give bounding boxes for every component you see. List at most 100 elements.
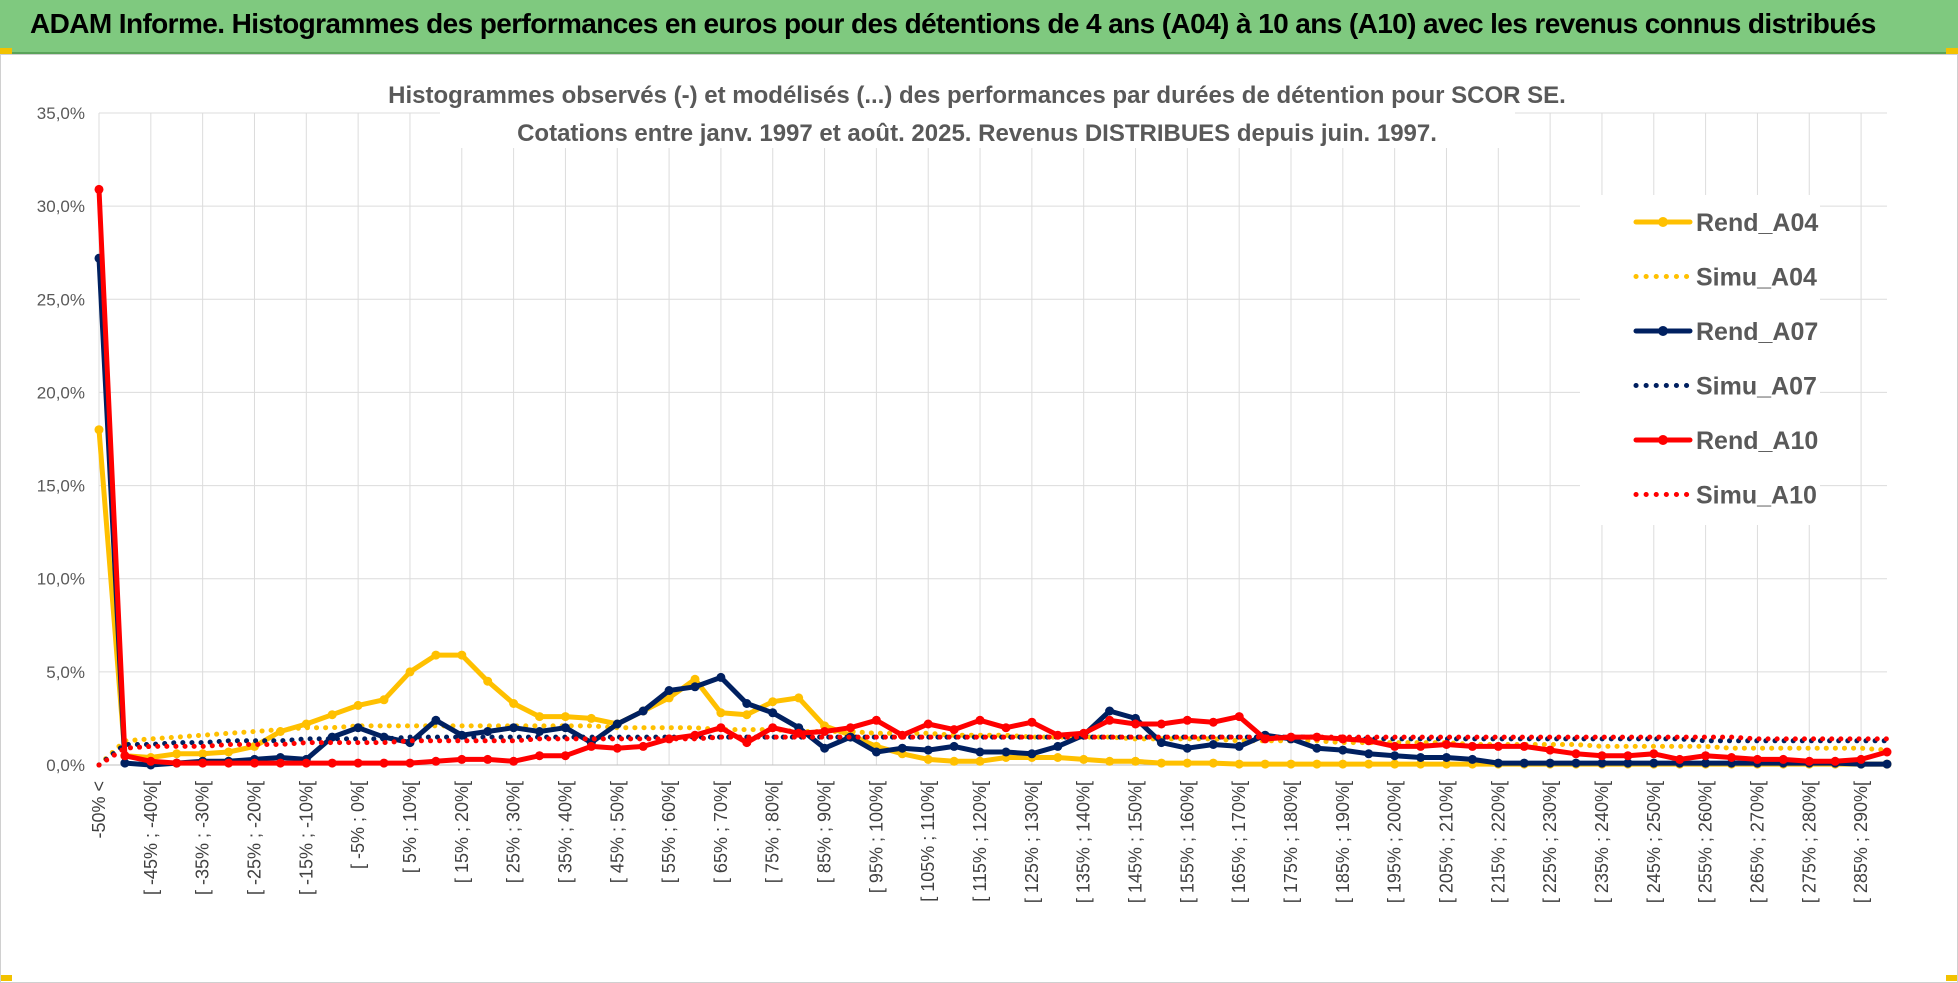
x-tick-label: [ 145% ; 150%[ (1126, 781, 1146, 903)
data-point (1338, 759, 1348, 769)
data-point (664, 693, 674, 703)
data-point (1105, 706, 1115, 716)
data-point (1286, 759, 1296, 769)
data-point (1727, 753, 1736, 762)
x-tick-label: [ 5% ; 10%[ (400, 781, 420, 873)
data-point (1208, 740, 1218, 749)
data-point (1804, 756, 1814, 766)
data-point (1260, 759, 1270, 769)
data-point (509, 756, 519, 766)
data-point (1234, 741, 1244, 751)
data-point (716, 708, 726, 718)
data-point (768, 708, 778, 718)
chart-legend: Rend_A04 Simu_A04 Rend_A07 Simu_A07 Rend_A10… (1580, 195, 1820, 525)
data-point (1675, 754, 1685, 764)
data-point (794, 693, 804, 703)
data-point (431, 715, 441, 725)
x-tick-label: [ 215% ; 220%[ (1488, 781, 1508, 903)
corner-accent-tr (1946, 48, 1958, 54)
data-point (586, 713, 596, 723)
x-tick-label: [ 245% ; 250%[ (1644, 781, 1664, 903)
series-line (96, 255, 1890, 768)
data-point (1312, 743, 1322, 753)
data-point (405, 758, 415, 768)
x-tick-label: [ -25% ; -20%[ (244, 781, 264, 895)
data-point (897, 743, 907, 753)
legend-item: Simu_A04 (1633, 264, 1817, 292)
x-tick-label: [ 255% ; 260%[ (1696, 781, 1716, 903)
data-point (1493, 758, 1503, 768)
data-point (923, 745, 933, 755)
data-point (1830, 756, 1840, 766)
data-point (1364, 749, 1374, 759)
data-point (1519, 741, 1529, 751)
data-point (509, 699, 519, 708)
data-point (742, 710, 752, 720)
data-point (1467, 741, 1477, 751)
data-point (94, 184, 104, 194)
y-tick-label: 0,0% (46, 756, 85, 775)
data-point (560, 723, 570, 733)
data-point (94, 425, 104, 435)
data-point (1623, 758, 1633, 768)
series-Simu_A10 (96, 734, 1890, 768)
legend-item: Simu_A10 (1633, 482, 1817, 510)
data-point (1105, 715, 1115, 725)
chart-title-group: Histogrammes observés (-) et modélisés (… (388, 76, 1566, 148)
data-point (820, 743, 830, 753)
data-point (846, 723, 855, 733)
data-point (638, 706, 648, 716)
x-tick-label: [ 275% ; 280%[ (1799, 781, 1819, 903)
x-tick-label: [ -5% ; 0%[ (348, 781, 368, 869)
data-point (1416, 753, 1426, 762)
x-tick-label: [ 15% ; 20%[ (452, 781, 472, 883)
data-point (1416, 759, 1426, 769)
data-point (1286, 732, 1296, 742)
data-point (1053, 741, 1063, 751)
x-tick-label: [ 185% ; 190%[ (1333, 781, 1353, 903)
data-point (275, 758, 285, 768)
data-point (535, 712, 544, 722)
chart-title-line-2: Cotations entre janv. 1997 et août. 2025… (517, 120, 1437, 147)
data-point (353, 723, 363, 733)
x-tick-label: [ 235% ; 240%[ (1592, 781, 1612, 903)
data-point (1442, 740, 1451, 749)
x-tick-label: [ 105% ; 110%[ (918, 781, 938, 902)
data-point (1597, 758, 1607, 768)
data-point (742, 699, 752, 708)
x-tick-label: [ -35% ; -30%[ (193, 781, 213, 895)
data-point (975, 756, 985, 766)
x-tick-label: [ 225% ; 230%[ (1540, 781, 1560, 903)
x-tick-label: [ 175% ; 180%[ (1281, 781, 1301, 903)
report-banner: ADAM Informe. Histogrammes des performan… (0, 0, 1958, 54)
data-point (923, 754, 933, 764)
data-point (120, 758, 130, 768)
data-point (1778, 754, 1788, 764)
data-point (742, 738, 752, 748)
data-point (560, 712, 570, 722)
data-point (1545, 745, 1555, 755)
x-tick-label: [ 125% ; 130%[ (1022, 781, 1042, 903)
data-point (1623, 751, 1633, 761)
data-point (1390, 741, 1400, 751)
data-point (1442, 753, 1451, 762)
data-point (1079, 754, 1089, 764)
legend-label: Rend_A04 (1696, 209, 1818, 237)
data-point (768, 697, 778, 707)
legend-label: Simu_A10 (1696, 482, 1817, 510)
data-point (327, 710, 337, 720)
x-tick-label: [ 35% ; 40%[ (555, 781, 575, 883)
data-point (1312, 759, 1322, 769)
data-point (975, 715, 985, 725)
data-point (1752, 754, 1762, 764)
legend-item: Simu_A07 (1633, 373, 1817, 401)
y-tick-label: 20,0% (37, 383, 85, 402)
data-point (1519, 758, 1529, 768)
data-point (638, 741, 648, 751)
data-point (1597, 751, 1607, 761)
x-tick-label: [ -15% ; -10%[ (296, 781, 316, 895)
data-point (560, 751, 570, 761)
chart-title-line-1: Histogrammes observés (-) et modélisés (… (388, 82, 1566, 109)
data-point (198, 749, 208, 759)
